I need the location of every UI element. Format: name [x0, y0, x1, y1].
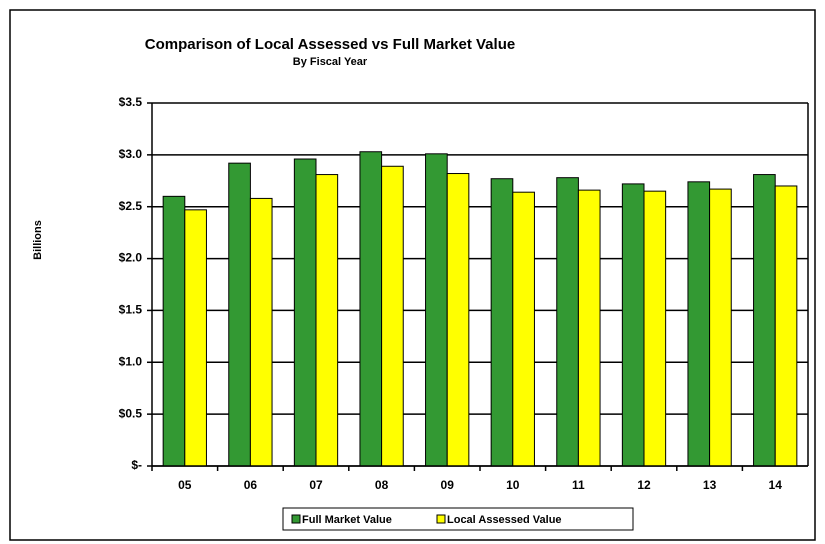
- x-tick-label: 12: [637, 478, 651, 492]
- bar: [512, 191, 535, 467]
- bar: [643, 190, 667, 467]
- bar: [359, 151, 383, 467]
- y-tick-label: $2.0: [119, 251, 143, 265]
- bar: [709, 188, 732, 467]
- bar: [381, 165, 404, 467]
- bar: [774, 185, 798, 467]
- bar: [425, 153, 448, 467]
- y-tick-label: $1.5: [119, 303, 143, 317]
- x-tick-label: 14: [769, 478, 783, 492]
- bar: [315, 174, 339, 467]
- x-tick-label: 09: [441, 478, 455, 492]
- x-tick-label: 07: [309, 478, 323, 492]
- y-axis-label: Billions: [32, 220, 44, 260]
- y-tick-label: $-: [131, 458, 142, 472]
- legend-label: Full Market Value: [302, 514, 392, 526]
- bar: [556, 177, 579, 467]
- legend-label: Local Assessed Value: [447, 514, 562, 526]
- bar: [162, 195, 186, 467]
- bar: [446, 173, 470, 467]
- bar: [249, 197, 273, 467]
- y-tick-label: $0.5: [119, 406, 143, 420]
- x-tick-label: 13: [703, 478, 717, 492]
- legend-swatch: [291, 514, 301, 524]
- y-tick-label: $3.5: [119, 95, 143, 109]
- bar: [184, 209, 207, 467]
- y-tick-label: $2.5: [119, 199, 143, 213]
- bar: [753, 174, 776, 467]
- bar: [621, 183, 645, 467]
- x-tick-label: 11: [572, 478, 585, 492]
- bar: [577, 189, 601, 467]
- y-tick-label: $3.0: [119, 147, 143, 161]
- bar: [687, 181, 711, 467]
- bar: [228, 162, 251, 467]
- legend-swatch: [436, 514, 446, 524]
- x-tick-label: 05: [178, 478, 192, 492]
- x-tick-label: 06: [244, 478, 258, 492]
- chart-border: [9, 9, 816, 541]
- x-tick-label: 08: [375, 478, 389, 492]
- chart-subtitle: By Fiscal Year: [293, 56, 368, 68]
- x-tick-label: 10: [506, 478, 520, 492]
- chart-title: Comparison of Local Assessed vs Full Mar…: [145, 36, 515, 53]
- y-tick-label: $1.0: [119, 354, 143, 368]
- legend-box: [282, 507, 634, 531]
- bar: [490, 178, 514, 467]
- bar: [293, 158, 317, 467]
